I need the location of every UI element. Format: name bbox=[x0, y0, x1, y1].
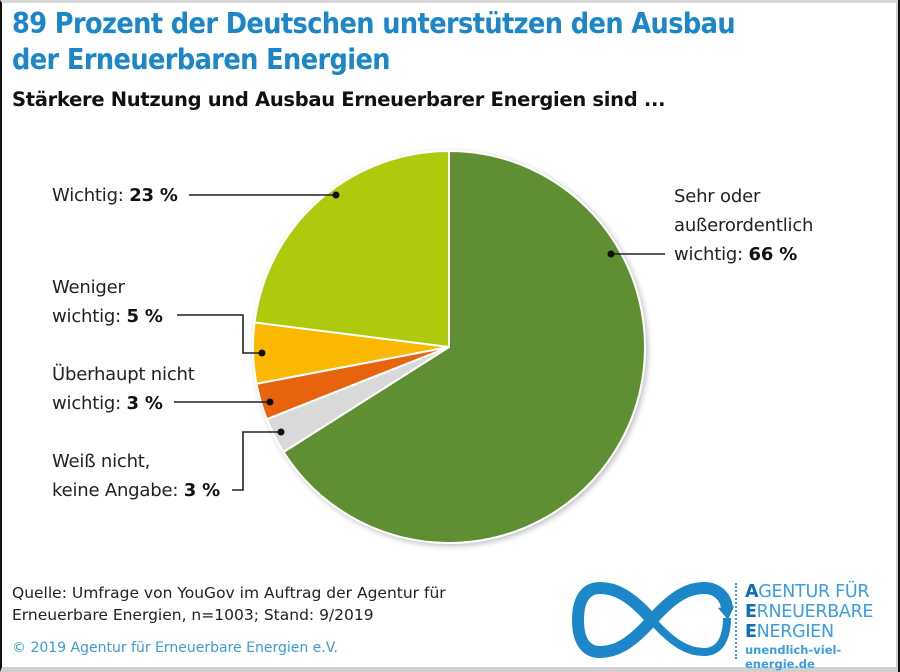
logo-wordmark: AGENTUR FÜR ERNEUERBARE ENERGIEN bbox=[745, 582, 873, 642]
label-weniger-line1: Weniger bbox=[52, 277, 125, 298]
frame-edge bbox=[898, 0, 900, 672]
label-weniger-value: 5 % bbox=[126, 306, 163, 327]
source-line1: Quelle: Umfrage von YouGov im Auftrag de… bbox=[12, 584, 446, 602]
pie-slice-sehr-wichtig bbox=[282, 150, 646, 544]
leader-dot-weniger-wichtig bbox=[258, 349, 266, 357]
pie-slice-wichtig bbox=[253, 150, 450, 348]
label-sehr-wichtig: Sehr oder außerordentlich wichtig: 66 % bbox=[674, 182, 813, 269]
label-weiss-line1: Weiß nicht, bbox=[52, 451, 151, 472]
chart-title: 89 Prozent der Deutschen unterstützen de… bbox=[12, 6, 892, 78]
logo-url: unendlich-viel-energie.de bbox=[745, 643, 842, 671]
logo-line3-first: E bbox=[745, 622, 757, 642]
copyright: © 2019 Agentur für Erneuerbare Energien … bbox=[12, 640, 338, 656]
chart-subtitle: Stärkere Nutzung und Ausbau Erneuerbarer… bbox=[12, 88, 666, 111]
label-weiss-line2: keine Angabe: bbox=[52, 480, 184, 501]
leader-dot-wichtig bbox=[332, 191, 340, 199]
chart-title-line2: der Erneuerbaren Energien bbox=[12, 43, 391, 76]
label-ueberhaupt-line2: wichtig: bbox=[52, 393, 127, 414]
label-weniger-line2: wichtig: bbox=[52, 306, 127, 327]
logo-line1-rest: GENTUR FÜR bbox=[758, 582, 870, 602]
leader-dot-weiss-nicht bbox=[277, 428, 285, 436]
label-wichtig-text: Wichtig: bbox=[52, 185, 130, 206]
logo-line3-rest: NERGIEN bbox=[756, 622, 834, 642]
label-weniger-wichtig: Weniger wichtig: 5 % bbox=[52, 273, 163, 331]
leader-dot-sehr-wichtig bbox=[607, 250, 615, 258]
label-sehr-line1: Sehr oder bbox=[674, 186, 761, 207]
chart-title-line1: 89 Prozent der Deutschen unterstützen de… bbox=[12, 7, 736, 40]
leader-line-weniger-wichtig bbox=[177, 314, 262, 354]
logo-line2-rest: RNEUERBARE bbox=[756, 602, 874, 622]
label-ueberhaupt-line1: Überhaupt nicht bbox=[52, 364, 195, 385]
infinity-icon bbox=[571, 581, 734, 659]
label-ueberhaupt-nicht: Überhaupt nicht wichtig: 3 % bbox=[52, 360, 195, 418]
source-note: Quelle: Umfrage von YouGov im Auftrag de… bbox=[12, 582, 446, 626]
source-line2: Erneuerbare Energien, n=1003; Stand: 9/2… bbox=[12, 606, 374, 624]
label-sehr-value: 66 % bbox=[748, 244, 798, 265]
label-wichtig: Wichtig: 23 % bbox=[52, 181, 178, 210]
label-weiss-nicht: Weiß nicht, keine Angabe: 3 % bbox=[52, 447, 220, 505]
leader-line-weiss-nicht bbox=[232, 431, 281, 491]
logo-divider bbox=[735, 583, 737, 659]
leader-dot-ueberhaupt-nicht bbox=[266, 398, 274, 406]
label-weiss-value: 3 % bbox=[183, 480, 220, 501]
logo-line1-first: A bbox=[745, 582, 759, 602]
label-ueberhaupt-value: 3 % bbox=[126, 393, 163, 414]
logo-line2-first: E bbox=[745, 602, 757, 622]
label-sehr-line3: wichtig: bbox=[674, 244, 749, 265]
label-wichtig-value: 23 % bbox=[129, 185, 178, 206]
label-sehr-line2: außerordentlich bbox=[674, 215, 814, 236]
